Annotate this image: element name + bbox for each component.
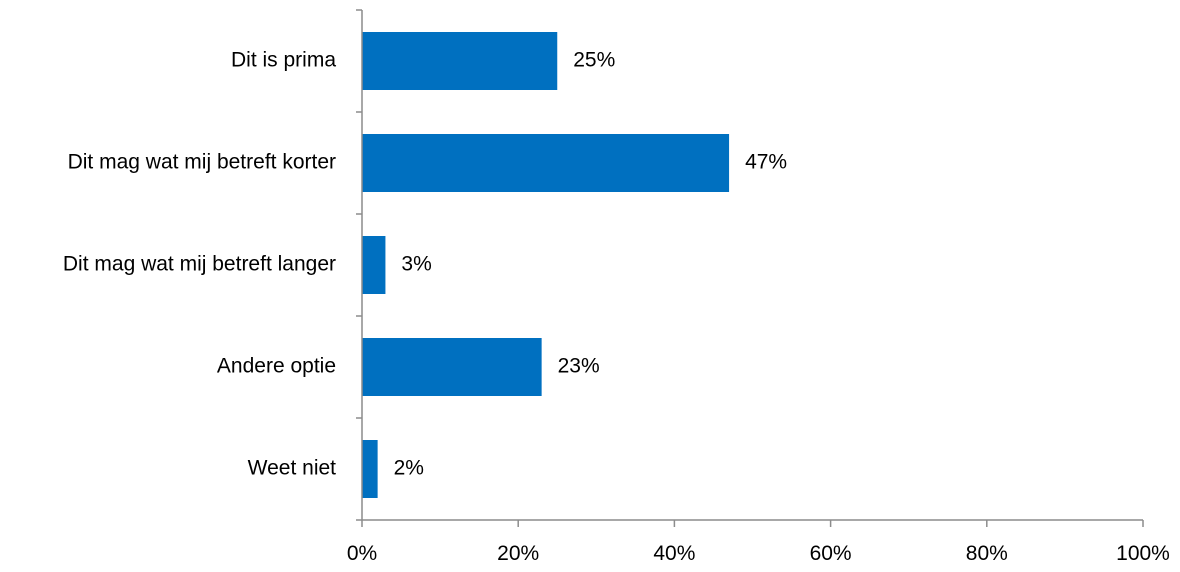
x-tick-label-1: 20% [497, 542, 539, 565]
category-label-3: Andere optie [217, 355, 336, 378]
value-label-3: 23% [558, 355, 600, 378]
x-tick-label-2: 40% [653, 542, 695, 565]
x-tick-label-5: 100% [1116, 542, 1170, 565]
x-tick-label-0: 0% [347, 542, 377, 565]
value-label-2: 3% [401, 253, 431, 276]
bar-3 [362, 338, 542, 396]
value-label-1: 47% [745, 151, 787, 174]
labels-group: Dit is prima 25% Dit mag wat mij betreft k… [63, 49, 1170, 565]
bar-4 [362, 440, 378, 498]
x-tick-label-4: 80% [966, 542, 1008, 565]
value-label-4: 2% [394, 457, 424, 480]
x-tick-label-3: 60% [810, 542, 852, 565]
category-label-1: Dit mag wat mij betreft korter [68, 151, 336, 174]
bar-0 [362, 32, 558, 90]
category-label-0: Dit is prima [231, 49, 336, 72]
category-label-4: Weet niet [248, 457, 336, 480]
bars-group [362, 32, 730, 498]
axes-group [356, 9, 1144, 527]
bar-1 [362, 134, 730, 192]
value-label-0: 25% [573, 49, 615, 72]
category-label-2: Dit mag wat mij betreft langer [63, 253, 336, 276]
bar-2 [362, 236, 386, 294]
